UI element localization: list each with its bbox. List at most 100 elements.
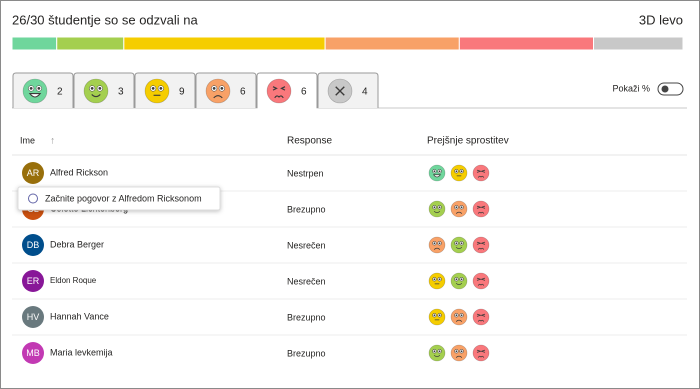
emoji-face [22, 78, 48, 104]
emoji-face [450, 272, 468, 290]
eye [460, 206, 463, 209]
mouth [433, 211, 441, 214]
mouth [477, 355, 485, 358]
emoji-icon [83, 78, 109, 104]
eye [90, 87, 94, 90]
avatar-initials: MB [26, 348, 40, 358]
eye [433, 350, 436, 353]
response: Brezupno [287, 312, 326, 322]
response: Nesrečen [287, 276, 326, 286]
emoji-icon [472, 344, 490, 362]
response: Nestrpen [287, 168, 324, 178]
emoji-face [450, 164, 468, 182]
emotion-tab[interactable]: 2 [12, 72, 74, 108]
emotion-tab[interactable]: 6 [195, 72, 257, 108]
mouth [455, 319, 463, 322]
eye [220, 87, 224, 90]
emoji-face [450, 236, 468, 254]
eye [98, 87, 102, 90]
emoji-face [472, 272, 490, 290]
emoji-face [428, 344, 446, 362]
sort-arrow[interactable]: ↑ [50, 136, 55, 147]
emoji-icon [428, 308, 446, 326]
emoji-face [428, 272, 446, 290]
eye [460, 170, 463, 173]
eyes [476, 349, 486, 353]
emotion-tab[interactable]: 9 [134, 72, 196, 108]
emoji-icon [205, 78, 231, 104]
eyes [476, 313, 486, 317]
student-name[interactable]: Debra Berger [50, 239, 104, 249]
eye [29, 87, 33, 90]
emoji-face [472, 308, 490, 326]
mouth [455, 247, 463, 250]
eye [455, 242, 458, 245]
eyes [272, 86, 286, 91]
emoji-icon [450, 200, 468, 218]
emoji-face [450, 308, 468, 326]
emotion-tab[interactable]: 3 [73, 72, 135, 108]
emoji-face [472, 164, 490, 182]
emoji-icon [450, 344, 468, 362]
mouth [432, 174, 442, 178]
bar-segment [593, 36, 684, 51]
emoji-face [450, 200, 468, 218]
bar-segment [458, 36, 595, 51]
tab-count: 6 [240, 87, 246, 98]
eye [438, 278, 441, 281]
mouth [455, 211, 463, 214]
tab-count: 3 [118, 87, 124, 98]
emoji-face [428, 308, 446, 326]
eye [433, 170, 436, 173]
emotion-tab[interactable]: 4 [317, 72, 379, 108]
eye [455, 350, 458, 353]
eye [460, 242, 463, 245]
emoji-icon [428, 200, 446, 218]
emoji-icon [472, 272, 490, 290]
emoji-face [428, 200, 446, 218]
emoji-icon [472, 164, 490, 182]
emoji-face [450, 344, 468, 362]
toggle[interactable] [657, 82, 684, 96]
student-name[interactable]: Eldon Roque [50, 276, 97, 285]
tab-count: 4 [362, 87, 368, 98]
eye [455, 278, 458, 281]
tab-count: 9 [179, 87, 185, 98]
eye [438, 350, 441, 353]
emoji-face [428, 164, 446, 182]
mouth [477, 211, 485, 214]
avatar [22, 270, 44, 292]
col-previous: Prejšnje sprostitev [427, 136, 509, 147]
eye [438, 206, 441, 209]
tooltip-text: Začnite pogovor z Alfredom Ricksonom [45, 193, 202, 203]
col-name[interactable]: Ime [20, 135, 35, 145]
mouth [455, 283, 463, 286]
emoji-icon [428, 272, 446, 290]
eye [455, 314, 458, 317]
mouth [433, 247, 441, 250]
mouth [213, 95, 223, 99]
eye [433, 242, 436, 245]
response: Brezupno [287, 348, 326, 358]
emoji-face [472, 344, 490, 362]
eye [455, 170, 458, 173]
emoji-face [472, 236, 490, 254]
student-name[interactable]: Maria levkemija [50, 347, 113, 357]
emoji-face [205, 78, 231, 104]
student-name[interactable]: Alfred Rickson [50, 167, 108, 177]
avatar-initials: HV [27, 312, 40, 322]
toggle-label: Pokaži % [612, 83, 650, 93]
eye [438, 170, 441, 173]
avatar-initials: ER [27, 276, 40, 286]
emotion-tab[interactable]: 6 [256, 72, 318, 109]
student-name[interactable]: Hannah Vance [50, 311, 109, 321]
emoji-icon [450, 164, 468, 182]
avatar [22, 162, 44, 184]
avatar-initials: DB [27, 240, 40, 250]
eye [460, 314, 463, 317]
emoji-icon [22, 78, 48, 104]
emoji-face [144, 78, 170, 104]
emoji-icon [450, 308, 468, 326]
time-left: 3D levo [639, 12, 683, 27]
